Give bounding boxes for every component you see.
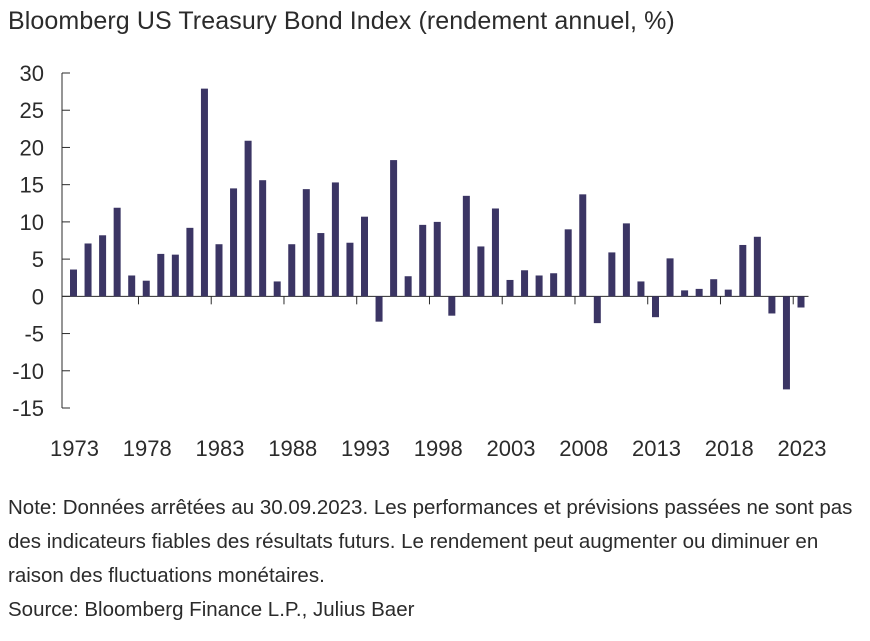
bar-1996 xyxy=(404,276,412,297)
y-tick-label: 0 xyxy=(32,284,44,309)
bar-1982 xyxy=(200,88,208,297)
bar-1994 xyxy=(375,296,383,322)
y-tick-label: 15 xyxy=(20,173,44,198)
bar-1981 xyxy=(186,227,194,297)
bar-1978 xyxy=(142,280,150,297)
bar-2012 xyxy=(637,281,645,297)
bar-1979 xyxy=(157,253,165,297)
bar-1974 xyxy=(84,243,92,297)
bar-1985 xyxy=(244,140,252,297)
bar-2020 xyxy=(753,236,761,297)
bar-2002 xyxy=(491,208,499,297)
bar-1999 xyxy=(448,296,456,316)
x-tick-label: 2008 xyxy=(559,436,608,461)
bar-2007 xyxy=(564,229,572,297)
y-tick-label: 10 xyxy=(20,210,44,235)
bar-1997 xyxy=(419,224,427,297)
x-tick-label: 2023 xyxy=(778,436,827,461)
bar-1998 xyxy=(433,221,441,297)
bar-1973 xyxy=(70,269,77,297)
bar-2011 xyxy=(622,223,630,297)
chart-note: Note: Données arrêtées au 30.09.2023. Le… xyxy=(8,496,853,587)
bar-2018 xyxy=(724,289,732,297)
y-tick-label: 20 xyxy=(20,135,44,160)
x-axis: 1973 1978 1983 1988 1993 1998 2003 2008 2013 2018… xyxy=(50,295,827,461)
bar-1980 xyxy=(171,254,179,297)
bar-1995 xyxy=(390,160,398,297)
bar-2015 xyxy=(681,290,689,297)
bar-2014 xyxy=(666,258,674,297)
x-tick-label: 1998 xyxy=(414,436,463,461)
bar-2006 xyxy=(550,273,558,297)
bar-2010 xyxy=(608,252,616,297)
x-tick-label: 1983 xyxy=(196,436,245,461)
bar-1992 xyxy=(346,242,354,297)
bar-1976 xyxy=(113,207,121,297)
y-tick-label: 25 xyxy=(20,98,44,123)
chart-title: Bloomberg US Treasury Bond Index (rendem… xyxy=(8,7,675,35)
y-tick-label: -10 xyxy=(12,359,44,384)
bar-2023 xyxy=(797,296,805,308)
y-tick-label: -5 xyxy=(24,322,44,347)
y-tick-label: 30 xyxy=(20,61,44,86)
y-tick-label: -15 xyxy=(12,396,44,421)
bar-1987 xyxy=(273,281,281,297)
bar-1977 xyxy=(128,275,136,297)
bar-2004 xyxy=(521,270,529,297)
bar-series xyxy=(70,88,805,390)
chart-source: Source: Bloomberg Finance L.P., Julius B… xyxy=(8,598,415,621)
x-tick-label: 1988 xyxy=(268,436,317,461)
bar-1983 xyxy=(215,244,223,297)
bar-2013 xyxy=(652,296,659,318)
bar-2016 xyxy=(695,288,703,297)
x-tick-label: 2003 xyxy=(487,436,536,461)
x-tick-label: 2013 xyxy=(632,436,681,461)
y-tick-label: 5 xyxy=(32,247,44,272)
bar-2009 xyxy=(593,296,601,324)
bar-1990 xyxy=(317,233,325,297)
bar-2001 xyxy=(477,246,485,297)
bar-2008 xyxy=(579,194,587,297)
x-tick-label: 1973 xyxy=(50,436,99,461)
bar-1984 xyxy=(230,188,238,297)
bar-2003 xyxy=(506,279,514,297)
bar-1989 xyxy=(302,189,310,297)
bar-2019 xyxy=(739,244,747,297)
y-axis: 30 25 20 15 10 5 0 -5 -10 -15 xyxy=(12,61,70,421)
bar-1975 xyxy=(99,235,107,297)
bar-2021 xyxy=(768,296,776,314)
bar-1988 xyxy=(288,244,296,297)
bar-2005 xyxy=(535,275,543,297)
bar-1993 xyxy=(361,216,368,297)
x-tick-label: 1993 xyxy=(341,436,390,461)
bar-chart: 30 25 20 15 10 5 0 -5 -10 -15 1973 1978 1983 1988 199… xyxy=(12,61,827,461)
bar-1986 xyxy=(259,180,267,297)
bar-2022 xyxy=(782,296,790,390)
bar-1991 xyxy=(331,182,339,297)
bar-2017 xyxy=(710,279,718,297)
bar-2000 xyxy=(462,195,470,297)
x-tick-label: 1978 xyxy=(123,436,172,461)
x-tick-label: 2018 xyxy=(705,436,754,461)
